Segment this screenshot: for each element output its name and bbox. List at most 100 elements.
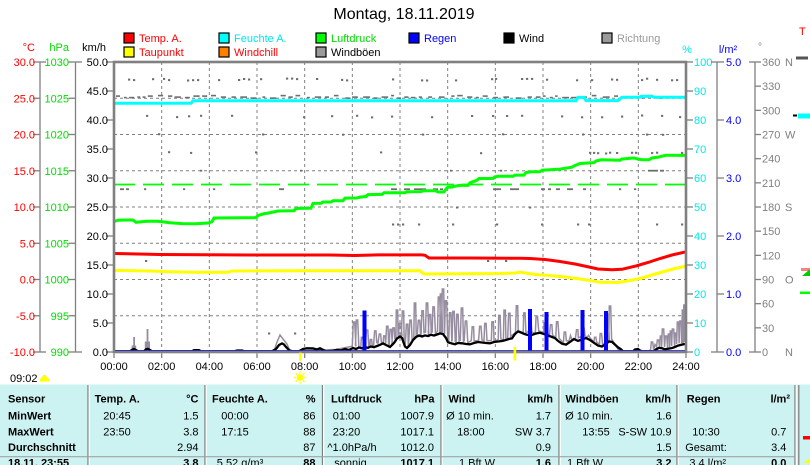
svg-text:20.0: 20.0 <box>87 231 108 243</box>
svg-text:Windchill: Windchill <box>234 47 278 59</box>
svg-text:0.0: 0.0 <box>20 275 35 287</box>
svg-text:3.8: 3.8 <box>183 458 198 465</box>
svg-text:1000: 1000 <box>45 275 69 287</box>
svg-text:1005: 1005 <box>45 238 69 250</box>
svg-text:Taupunkt: Taupunkt <box>139 47 184 59</box>
svg-text:3.4: 3.4 <box>771 442 786 454</box>
svg-text:02:00: 02:00 <box>148 361 176 373</box>
svg-text:995: 995 <box>51 311 69 323</box>
svg-text:°: ° <box>758 42 762 53</box>
svg-text:1.0: 1.0 <box>726 289 741 301</box>
svg-text:10:00: 10:00 <box>339 361 367 373</box>
svg-text:Windböen: Windböen <box>566 394 619 406</box>
svg-text:50: 50 <box>694 202 706 214</box>
svg-text:-10.0: -10.0 <box>10 347 35 359</box>
svg-text:0.0: 0.0 <box>93 347 108 359</box>
svg-text:Temp. A.: Temp. A. <box>139 33 182 45</box>
svg-text:10.0: 10.0 <box>14 202 35 214</box>
svg-text:Sensor: Sensor <box>8 394 46 406</box>
svg-text:120: 120 <box>762 250 780 262</box>
svg-text:90: 90 <box>694 86 706 98</box>
svg-text:1017.1: 1017.1 <box>400 458 434 465</box>
svg-text:l/m²: l/m² <box>770 394 790 406</box>
svg-text:%: % <box>682 44 692 56</box>
svg-text:20:45: 20:45 <box>103 410 131 422</box>
svg-text:17:15: 17:15 <box>221 426 249 438</box>
svg-text:1.5: 1.5 <box>656 442 671 454</box>
svg-text:l/m²: l/m² <box>719 44 738 56</box>
svg-text:Feuchte A.: Feuchte A. <box>212 394 268 406</box>
svg-text:Ø 10 min.: Ø 10 min. <box>565 410 613 422</box>
svg-text:Regen: Regen <box>424 33 456 45</box>
svg-text:3.4 l/m²: 3.4 l/m² <box>689 458 726 465</box>
svg-text:04:00: 04:00 <box>196 361 224 373</box>
svg-text:km/h: km/h <box>82 42 106 54</box>
svg-text:10: 10 <box>694 318 706 330</box>
svg-text:09:02: 09:02 <box>10 373 38 385</box>
svg-text:^1.0hPa/h: ^1.0hPa/h <box>327 442 376 454</box>
svg-text:Montag, 18.11.2019: Montag, 18.11.2019 <box>333 6 474 23</box>
svg-text:1020: 1020 <box>45 130 69 142</box>
svg-text:25.0: 25.0 <box>14 93 35 105</box>
svg-text:180: 180 <box>762 202 780 214</box>
svg-text:5.0: 5.0 <box>93 318 108 330</box>
svg-text:%: % <box>306 394 316 406</box>
svg-text:25.0: 25.0 <box>87 202 108 214</box>
svg-text:35.0: 35.0 <box>87 144 108 156</box>
svg-text:Richtung: Richtung <box>617 33 660 45</box>
svg-text:50.0: 50.0 <box>87 57 108 69</box>
svg-text:Windböen: Windböen <box>331 47 381 59</box>
svg-text:80: 80 <box>694 115 706 127</box>
svg-text:87: 87 <box>303 442 315 454</box>
svg-text:Luftdruck: Luftdruck <box>331 394 383 406</box>
svg-text:N: N <box>785 57 793 69</box>
svg-text:3.8: 3.8 <box>183 426 198 438</box>
svg-text:88: 88 <box>303 458 315 465</box>
svg-text:360: 360 <box>762 57 780 69</box>
svg-text:08:00: 08:00 <box>291 361 319 373</box>
svg-text:S: S <box>785 202 792 214</box>
svg-text:300: 300 <box>762 105 780 117</box>
svg-text:N: N <box>785 347 793 359</box>
svg-text:°C: °C <box>186 394 198 406</box>
svg-text:°C: °C <box>23 42 35 54</box>
svg-text:1012.0: 1012.0 <box>400 442 434 454</box>
svg-text:km/h: km/h <box>527 394 553 406</box>
svg-text:5.52 g/m³: 5.52 g/m³ <box>217 458 264 465</box>
svg-text:10:30: 10:30 <box>692 426 720 438</box>
svg-text:15.0: 15.0 <box>14 166 35 178</box>
svg-text:30.0: 30.0 <box>14 57 35 69</box>
svg-text:100: 100 <box>694 57 712 69</box>
svg-text:hPa: hPa <box>49 42 69 54</box>
svg-text:20:00: 20:00 <box>577 361 605 373</box>
svg-text:1.Bft W: 1.Bft W <box>567 458 604 465</box>
svg-text:18:00: 18:00 <box>529 361 557 373</box>
svg-text:1017.1: 1017.1 <box>400 426 434 438</box>
svg-text:Luftdruck: Luftdruck <box>331 33 377 45</box>
svg-text:23:20: 23:20 <box>333 426 361 438</box>
svg-text:Temp. A.: Temp. A. <box>95 394 140 406</box>
svg-text:1030: 1030 <box>45 57 69 69</box>
svg-text:-5.0: -5.0 <box>16 311 35 323</box>
svg-text:Durchschnitt: Durchschnitt <box>8 442 76 454</box>
svg-text:2.0: 2.0 <box>726 231 741 243</box>
svg-text:1010: 1010 <box>45 202 69 214</box>
svg-text:MaxWert: MaxWert <box>8 426 54 438</box>
svg-text:5.0: 5.0 <box>20 238 35 250</box>
svg-text:330: 330 <box>762 81 780 93</box>
svg-text:3.0: 3.0 <box>726 173 741 185</box>
svg-text:0.9: 0.9 <box>536 442 551 454</box>
svg-text:W: W <box>785 130 796 142</box>
svg-text:0.0: 0.0 <box>771 458 786 465</box>
svg-text:40: 40 <box>694 231 706 243</box>
svg-text:210: 210 <box>762 178 780 190</box>
svg-text:km/h: km/h <box>645 394 671 406</box>
svg-text:Ø 10 min.: Ø 10 min. <box>446 410 494 422</box>
svg-text:1025: 1025 <box>45 93 69 105</box>
svg-text:60: 60 <box>762 299 774 311</box>
svg-text:23:50: 23:50 <box>103 426 131 438</box>
svg-text:06:00: 06:00 <box>243 361 271 373</box>
svg-text:Gesamt:: Gesamt: <box>685 442 727 454</box>
svg-text:20.0: 20.0 <box>14 130 35 142</box>
svg-text:22:00: 22:00 <box>625 361 653 373</box>
